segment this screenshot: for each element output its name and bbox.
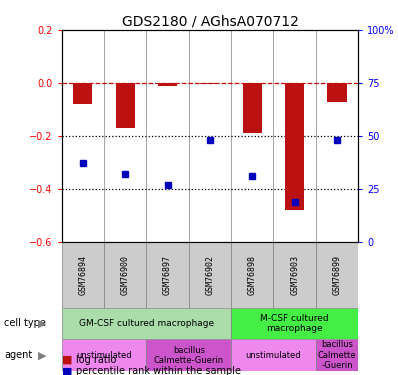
Bar (73, 83, 92, 104)
Text: ■: ■ (62, 355, 72, 365)
Text: GM-CSF cultured macrophage: GM-CSF cultured macrophage (79, 319, 214, 328)
Bar (201, 83, 219, 84)
Bar (146, 339, 231, 371)
Text: ▶: ▶ (37, 350, 46, 360)
Bar (146, 242, 189, 308)
Text: cell type: cell type (4, 318, 46, 328)
Bar (328, 83, 347, 102)
Text: GSM76902: GSM76902 (205, 255, 215, 295)
Text: agent: agent (4, 350, 32, 360)
Text: bacillus
Calmette-Guerin: bacillus Calmette-Guerin (154, 346, 224, 365)
Text: GSM76894: GSM76894 (78, 255, 88, 295)
Bar (62, 308, 231, 339)
Bar (243, 83, 262, 133)
Bar (104, 242, 146, 308)
Bar (316, 339, 358, 371)
Bar (116, 83, 135, 128)
Bar (285, 83, 304, 210)
Text: M-CSF cultured
macrophage: M-CSF cultured macrophage (260, 314, 329, 333)
Text: unstimulated: unstimulated (246, 351, 301, 360)
Text: GSM76903: GSM76903 (290, 255, 299, 295)
Text: percentile rank within the sample: percentile rank within the sample (76, 366, 241, 375)
Bar (273, 242, 316, 308)
Bar (231, 308, 358, 339)
Bar (158, 83, 177, 86)
Bar (62, 242, 104, 308)
Text: ▶: ▶ (37, 318, 46, 328)
Text: unstimulated: unstimulated (76, 351, 132, 360)
Text: GSM76900: GSM76900 (121, 255, 130, 295)
Bar (189, 242, 231, 308)
Text: ■: ■ (62, 366, 72, 375)
Text: GSM76897: GSM76897 (163, 255, 172, 295)
Text: GSM76898: GSM76898 (248, 255, 257, 295)
Bar (231, 242, 273, 308)
Bar (231, 339, 316, 371)
Text: bacillus
Calmette
-Guerin: bacillus Calmette -Guerin (318, 340, 356, 370)
Text: GSM76899: GSM76899 (332, 255, 341, 295)
Bar (62, 339, 146, 371)
Text: log ratio: log ratio (76, 355, 116, 365)
Title: GDS2180 / AGhsA070712: GDS2180 / AGhsA070712 (121, 15, 298, 29)
Bar (316, 242, 358, 308)
